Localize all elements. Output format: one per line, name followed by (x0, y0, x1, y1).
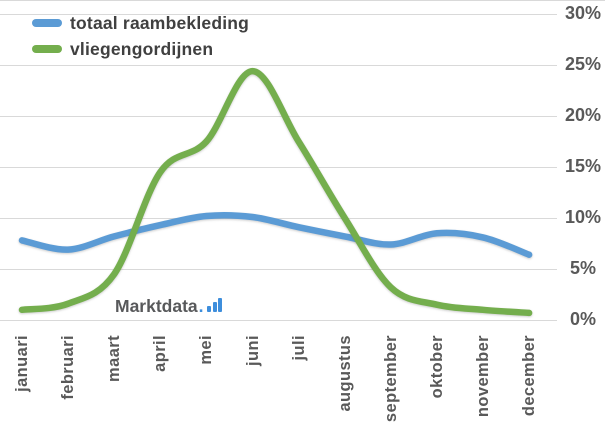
watermark-dot: . (198, 296, 204, 316)
x-tick-januari: januari (13, 335, 31, 392)
gridline-25 (0, 65, 557, 66)
gridline-20 (0, 116, 557, 117)
legend-label-vliegengordijnen: vliegengordijnen (70, 38, 214, 59)
gridline-15 (0, 167, 557, 168)
legend: totaal raambekleding vliegengordijnen (32, 10, 249, 62)
legend-label-totaal-raambekleding: totaal raambekleding (70, 12, 250, 33)
series-line-1 (18, 67, 533, 317)
y-tick-15%: 15% (564, 156, 602, 176)
y-tick-30%: 30% (564, 3, 602, 23)
marktdata-watermark: Marktdata. (115, 295, 223, 316)
y-tick-25%: 25% (564, 54, 602, 74)
x-tick-september: september (382, 335, 400, 423)
x-tick-augustus: augustus (336, 335, 354, 412)
x-tick-juni: juni (244, 335, 262, 366)
legend-swatch-blue (32, 19, 62, 27)
watermark-text: Marktdata (115, 296, 198, 316)
x-tick-maart: maart (105, 335, 123, 382)
x-tick-februari: februari (59, 335, 77, 400)
x-tick-november: november (474, 335, 492, 418)
x-tick-juli: juli (290, 335, 308, 361)
legend-item-vliegengordijnen: vliegengordijnen (32, 36, 249, 62)
gridline-5 (0, 269, 557, 270)
x-tick-december: december (520, 335, 538, 417)
bar-chart-icon (206, 298, 223, 315)
y-tick-5%: 5% (569, 258, 596, 278)
y-tick-0%: 0% (569, 309, 596, 329)
gridline-30 (0, 14, 557, 15)
gridline-0 (0, 320, 557, 321)
x-tick-april: april (151, 335, 169, 372)
y-tick-10%: 10% (564, 207, 602, 227)
gridline-10 (0, 218, 557, 219)
series-line-0 (18, 211, 533, 258)
x-tick-oktober: oktober (428, 335, 446, 399)
legend-item-totaal-raambekleding: totaal raambekleding (32, 10, 249, 36)
x-tick-mei: mei (197, 335, 215, 365)
legend-swatch-green (32, 45, 62, 53)
y-tick-20%: 20% (564, 105, 602, 125)
